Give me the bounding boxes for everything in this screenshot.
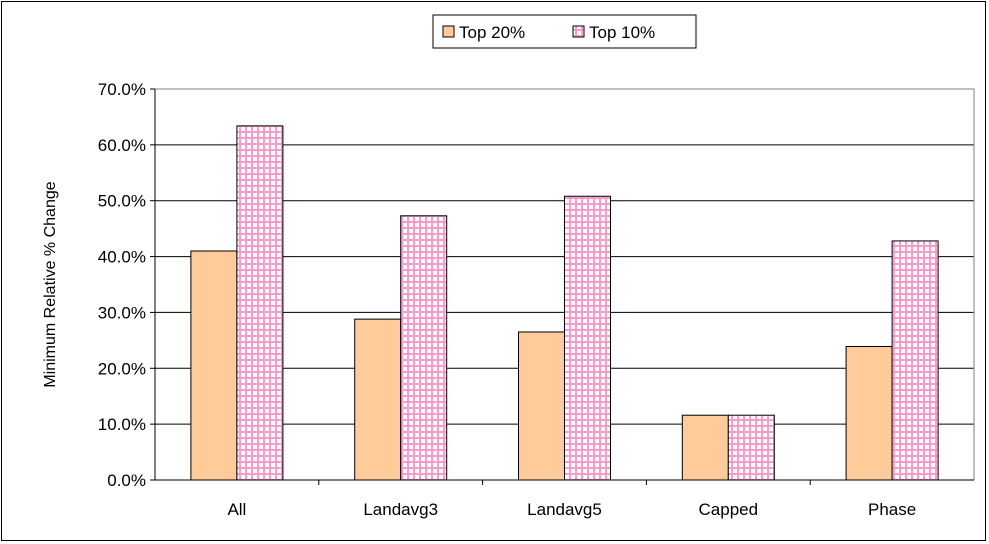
bar-top-20-all — [190, 250, 238, 481]
bar-top-10-capped — [727, 414, 775, 481]
x-tick-label: Landavg5 — [527, 500, 602, 519]
y-tick-label: 10.0% — [98, 415, 146, 434]
bar-top-20-phase — [845, 346, 893, 481]
legend: Top 20% Top 10% — [432, 14, 697, 49]
y-axis-label: Minimum Relative % Change — [42, 181, 59, 387]
legend-box — [432, 14, 697, 49]
legend-label: Top 10% — [589, 23, 655, 42]
x-tick-label: Phase — [868, 500, 916, 519]
y-tick-label: 40.0% — [98, 248, 146, 267]
bar-top-20-landavg5 — [518, 331, 565, 481]
y-tick-label: 50.0% — [98, 192, 146, 211]
y-tick-label: 20.0% — [98, 359, 146, 378]
bar-top-20-landavg3 — [354, 318, 402, 481]
bar-top-20-capped — [681, 414, 729, 481]
y-tick-label: 70.0% — [98, 80, 146, 99]
y-tick-label: 30.0% — [98, 303, 146, 322]
bar-top-10-all — [236, 125, 284, 481]
y-tick-label: 60.0% — [98, 136, 146, 155]
bar-top-10-landavg3 — [400, 215, 448, 481]
x-tick-label: Capped — [699, 500, 759, 519]
bar-top-10-landavg5 — [564, 195, 611, 481]
bar-top-10-phase — [891, 240, 939, 481]
x-tick-label: All — [227, 500, 246, 519]
y-tick-label: 0.0% — [107, 471, 146, 490]
legend-label: Top 20% — [459, 23, 525, 42]
legend-swatch — [572, 25, 585, 38]
x-tick-label: Landavg3 — [363, 500, 438, 519]
legend-swatch — [442, 25, 455, 38]
